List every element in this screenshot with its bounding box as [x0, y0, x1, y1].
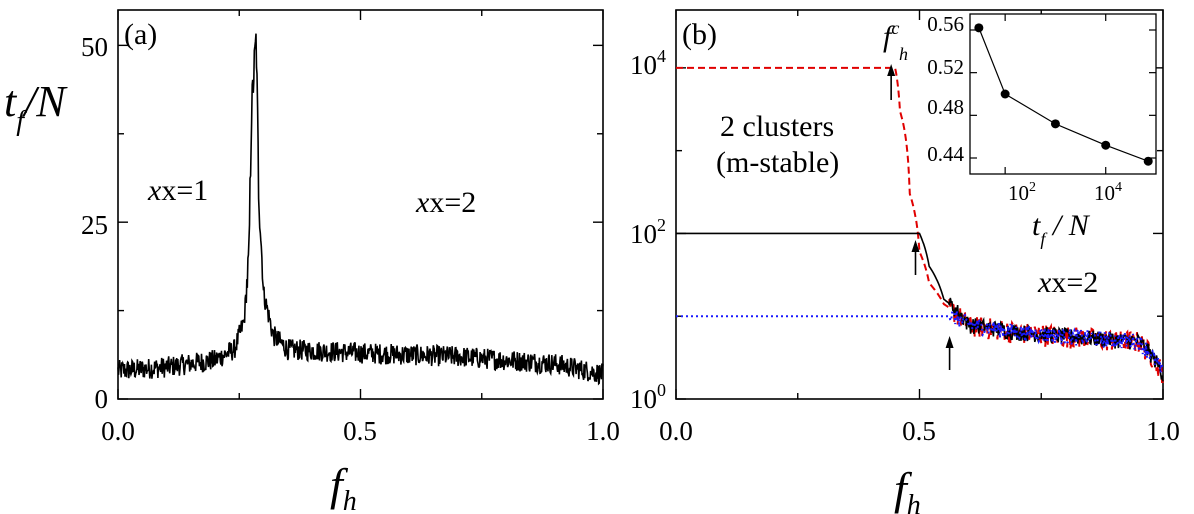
panel-a-annot-x2: xx=2 [415, 186, 476, 219]
panel-a-ylabel-sub: f [16, 106, 27, 137]
inset-ytick-3: 0.56 [927, 12, 964, 36]
panel-b-annot-x2-text: x=2 [1051, 266, 1098, 299]
inset-ytick-2: 0.52 [927, 55, 964, 79]
panel-b-arrow-head [887, 64, 896, 76]
panel-b-arrows [887, 64, 954, 370]
inset-frame [969, 13, 1157, 175]
panel-b-ytick-2: 104 [630, 46, 666, 80]
inset-xtick-1: 104 [1094, 180, 1122, 205]
panel-b-ytick-1: 102 [630, 215, 666, 249]
panel-a-ylabel-tail: /N [21, 77, 68, 126]
panel-a-label: (a) [124, 18, 157, 51]
panel-a-ytick-0: 0 [95, 384, 109, 414]
panel-b-series-blue [676, 310, 1164, 373]
panel-b-xtick-2: 1.0 [1146, 416, 1180, 446]
panel-b-xlabel-sub: h [907, 490, 921, 514]
panel-b-series-black [676, 232, 1164, 382]
inset-ytick-1: 0.48 [927, 95, 964, 119]
panel-b-xtick-1: 0.5 [902, 416, 936, 446]
panel-b-ytick-0: 100 [630, 380, 666, 414]
inset-xtick-0: 102 [1008, 180, 1036, 205]
panel-b-arrow-head [911, 240, 920, 252]
panel-b-label: (b) [682, 18, 717, 51]
panel-b-annot-clusters-2: (m-stable) [716, 146, 839, 179]
panel-a-series-line [117, 33, 604, 386]
panel-b-xlabel: fh [894, 463, 921, 514]
inset: 0.44 0.48 0.52 0.56 102 104 fch tf / N [883, 12, 1157, 249]
panel-a-ticks [117, 10, 604, 400]
panel-a-annot-x2-text: x=2 [429, 186, 476, 219]
panel-b-annot-x2: xx=2 [1037, 266, 1098, 299]
inset-ticks [970, 14, 1156, 174]
panel-a-xtick-2: 1.0 [586, 416, 620, 446]
inset-point [1101, 140, 1111, 150]
inset-xlabel-sub: f [1040, 229, 1048, 249]
panel-a-xtick-0: 0.0 [101, 416, 135, 446]
panel-a-xlabel: fh [330, 459, 357, 514]
inset-point [974, 23, 984, 33]
panel-b-arrow-head [945, 336, 954, 348]
inset-xlabel-t: t [1032, 209, 1041, 242]
panel-a-xtick-1: 0.5 [343, 416, 377, 446]
inset-xlabel: tf / N [1032, 209, 1091, 249]
panel-b: 0.0 0.5 1.0 100 102 104 (b) 2 clusters (… [630, 9, 1180, 514]
panel-a-ytick-1: 25 [81, 210, 108, 240]
inset-ylabel: fch [883, 18, 908, 64]
panel-a-xlabel-sub: h [343, 486, 357, 514]
inset-point [1050, 119, 1060, 129]
panel-a-annot-x1: xx=1 [147, 174, 208, 207]
panel-b-xtick-0: 0.0 [659, 416, 693, 446]
panel-a: 0.0 0.5 1.0 0 25 50 (a) tf/N xx=1 fh [4, 9, 620, 514]
inset-ylabel-sup: c [891, 18, 899, 38]
inset-point [1143, 156, 1153, 166]
panel-b-annot-clusters-1: 2 clusters [720, 110, 834, 143]
panel-a-annot-x1-text: x=1 [161, 174, 208, 207]
inset-ylabel-sub: h [899, 44, 908, 64]
inset-xlabel-tail: / N [1045, 209, 1090, 242]
panel-a-ytick-2: 50 [81, 32, 108, 62]
inset-markers [974, 23, 1153, 166]
panel-a-ylabel: tf/N [4, 77, 68, 137]
panel-a-ylabel-t: t [4, 77, 18, 126]
inset-point [1000, 89, 1010, 99]
inset-ytick-0: 0.44 [927, 142, 964, 166]
